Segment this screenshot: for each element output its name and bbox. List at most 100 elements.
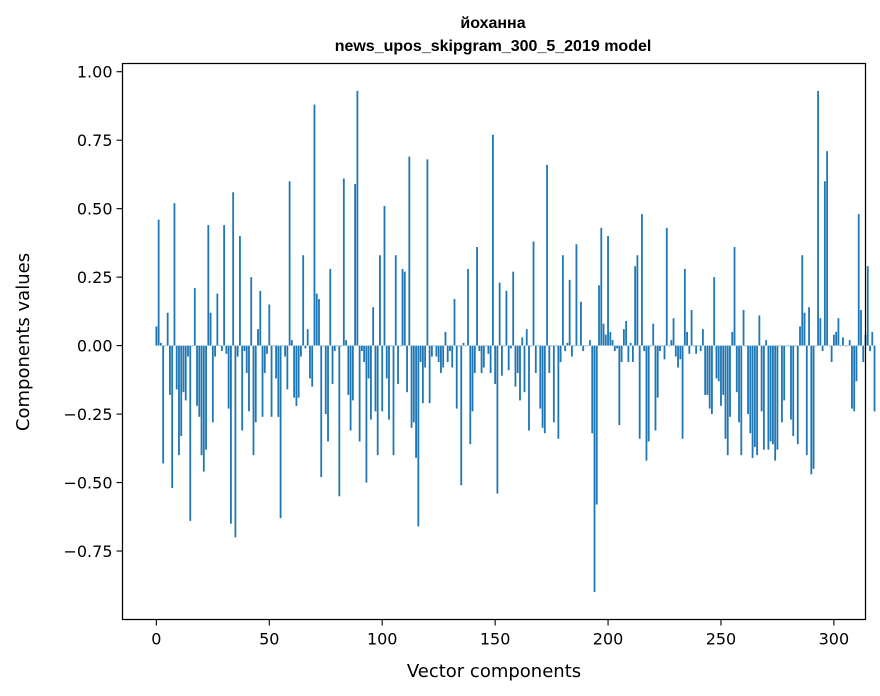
bar [370, 345, 372, 420]
bar [672, 318, 675, 346]
bar [817, 90, 819, 346]
bar [848, 340, 851, 346]
bar [173, 203, 176, 346]
bar [701, 329, 704, 346]
bar [157, 219, 160, 346]
bar [261, 345, 264, 417]
bar [399, 345, 402, 347]
bar [254, 345, 257, 423]
bar [207, 225, 210, 346]
bar [747, 345, 749, 415]
bar [180, 345, 183, 436]
bar [306, 329, 309, 346]
bar [243, 345, 246, 352]
bar [270, 345, 273, 417]
bar [792, 345, 795, 436]
bar [200, 345, 203, 456]
bar [193, 288, 196, 346]
bar [794, 345, 797, 347]
bar [566, 342, 569, 346]
bar [225, 345, 228, 354]
bar [860, 310, 862, 346]
bar [715, 345, 718, 379]
bar [266, 345, 268, 354]
bar [293, 345, 296, 398]
bar [286, 345, 289, 390]
bar [774, 345, 777, 461]
bar [539, 345, 542, 409]
bar [645, 345, 648, 461]
bar [571, 345, 573, 357]
bar [268, 304, 271, 346]
bar [688, 345, 691, 354]
bar [548, 345, 551, 373]
bar [803, 312, 806, 346]
bar [629, 342, 632, 346]
bar [686, 331, 688, 346]
bar [403, 271, 406, 346]
bar [426, 159, 429, 346]
bar [372, 307, 375, 346]
x-tick-label: 250 [706, 630, 737, 649]
bar [196, 345, 198, 406]
bar [184, 345, 187, 401]
bar [738, 345, 740, 423]
y-tick-label: 0.00 [77, 337, 113, 356]
bar [288, 181, 291, 346]
bar [169, 345, 171, 395]
bar [313, 104, 316, 346]
bar [433, 345, 436, 347]
bar [717, 345, 720, 382]
bar [473, 345, 476, 373]
bar [823, 181, 826, 346]
bar [828, 345, 831, 347]
y-tick-label: −0.50 [63, 474, 112, 493]
bar [832, 334, 835, 346]
bar [656, 345, 659, 398]
bar [442, 345, 445, 368]
bar [869, 345, 871, 352]
bar [241, 345, 244, 431]
bar [252, 345, 255, 456]
bar [476, 247, 478, 346]
bar [275, 345, 277, 379]
bar [175, 345, 178, 390]
bar [239, 236, 241, 346]
bar [810, 345, 813, 475]
bar [760, 345, 763, 412]
bar [462, 342, 465, 346]
x-axis-ticks: 0 50 100 150 200 250 300 [151, 619, 849, 649]
chart-title-line-1: йоханна [460, 15, 525, 32]
bar [652, 323, 655, 346]
bar [776, 345, 779, 450]
bar [467, 268, 469, 346]
bar [503, 345, 506, 347]
bar [812, 345, 815, 469]
bar [327, 345, 329, 442]
bar [342, 178, 345, 346]
bar [505, 290, 508, 346]
chart-title: йоханна news_upos_skipgram_300_5_2019 mo… [335, 15, 652, 55]
bar [381, 345, 384, 412]
bar [826, 151, 829, 346]
bar [521, 337, 524, 346]
bar [322, 345, 325, 347]
y-tick-label: −0.75 [63, 542, 112, 561]
plot-area-frame [121, 62, 867, 621]
bar [263, 345, 266, 373]
bar [871, 331, 874, 346]
bar [625, 320, 628, 346]
bar [430, 345, 433, 357]
bar [681, 345, 684, 439]
bar [363, 345, 366, 363]
bar [284, 345, 287, 357]
bar [663, 345, 666, 360]
bar [733, 247, 736, 346]
bar [367, 345, 370, 379]
bar [487, 345, 490, 354]
bar [805, 345, 808, 456]
bar [796, 345, 799, 445]
bar [618, 345, 621, 426]
bar [455, 345, 458, 409]
bar [855, 345, 858, 382]
